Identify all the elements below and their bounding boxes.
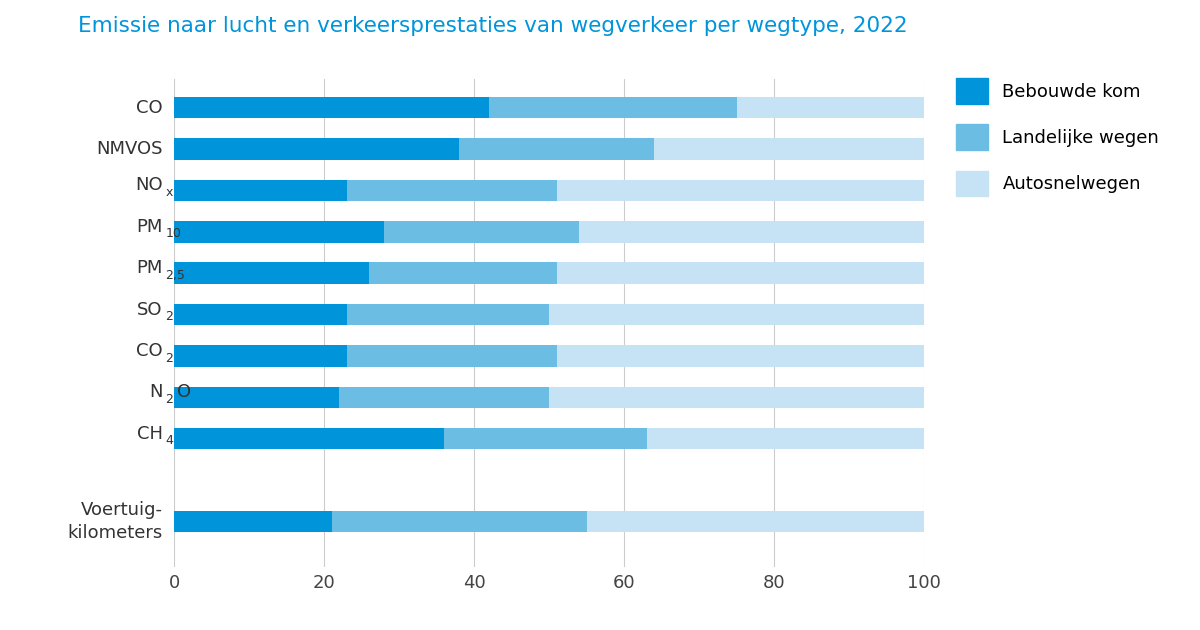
Bar — [347, 180, 557, 201]
Text: 2,5: 2,5 — [166, 269, 186, 282]
Text: Voertuig-
kilometers: Voertuig- kilometers — [67, 501, 163, 542]
Text: CO: CO — [136, 342, 163, 360]
Text: Emissie naar lucht en verkeersprestaties van wegverkeer per wegtype, 2022: Emissie naar lucht en verkeersprestaties… — [78, 16, 907, 36]
Text: 2: 2 — [166, 352, 174, 365]
Bar — [174, 387, 340, 408]
Bar — [174, 511, 331, 532]
Bar — [174, 428, 444, 449]
Text: 4: 4 — [166, 434, 174, 447]
Bar — [647, 428, 924, 449]
Text: O: O — [176, 383, 191, 401]
Bar — [174, 97, 490, 118]
Bar — [174, 345, 347, 367]
Text: x: x — [166, 186, 173, 199]
Text: N: N — [149, 383, 163, 401]
Bar — [580, 221, 924, 243]
Text: PM: PM — [137, 218, 163, 236]
Bar — [347, 345, 557, 367]
Bar — [331, 511, 587, 532]
Text: 2: 2 — [166, 310, 174, 323]
Bar — [370, 263, 557, 284]
Bar — [557, 263, 924, 284]
Bar — [174, 304, 347, 325]
Legend: Bebouwde kom, Landelijke wegen, Autosnelwegen: Bebouwde kom, Landelijke wegen, Autosnel… — [955, 78, 1159, 196]
Bar — [490, 97, 737, 118]
Bar — [557, 180, 924, 201]
Text: NO: NO — [136, 176, 163, 195]
Text: 10: 10 — [166, 227, 181, 241]
Bar — [174, 221, 384, 243]
Bar — [458, 139, 654, 160]
Text: 2: 2 — [166, 393, 174, 406]
Bar — [737, 97, 924, 118]
Bar — [174, 180, 347, 201]
Bar — [550, 304, 924, 325]
Bar — [174, 263, 370, 284]
Text: PM: PM — [137, 259, 163, 277]
Text: SO: SO — [137, 301, 163, 319]
Bar — [174, 139, 458, 160]
Bar — [444, 428, 647, 449]
Bar — [557, 345, 924, 367]
Bar — [550, 387, 924, 408]
Text: CO: CO — [136, 99, 163, 117]
Bar — [340, 387, 550, 408]
Bar — [384, 221, 580, 243]
Bar — [347, 304, 550, 325]
Text: NMVOS: NMVOS — [96, 140, 163, 158]
Bar — [654, 139, 924, 160]
Bar — [587, 511, 924, 532]
Text: CH: CH — [137, 425, 163, 443]
